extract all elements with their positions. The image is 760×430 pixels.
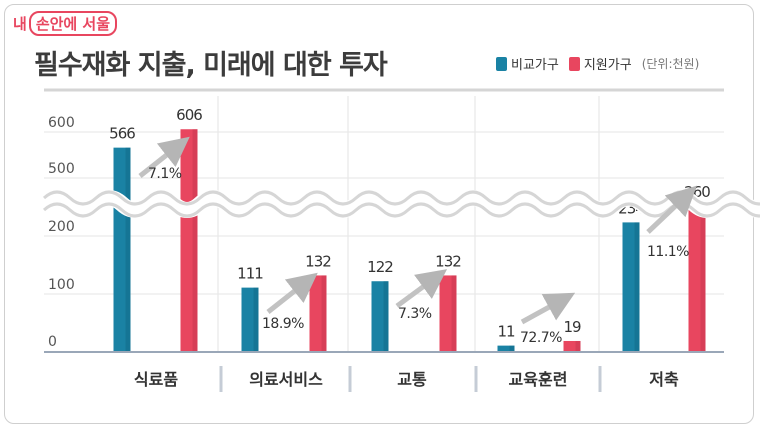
brand-part1: 내	[13, 15, 27, 33]
bar-comparison	[241, 287, 259, 352]
legend-label-comparison: 비교가구	[511, 58, 559, 73]
bar-comparison	[371, 281, 389, 352]
growth-arrow	[266, 272, 318, 314]
bar-value-label: 132	[435, 252, 461, 270]
bar-shade	[634, 222, 640, 352]
y-tick-label: 500	[48, 161, 75, 177]
growth-arrow	[395, 269, 448, 309]
legend-item-supported: 지원가구	[568, 54, 632, 73]
legend-label-supported: 지원가구	[583, 58, 632, 73]
axis-break-line-top	[42, 190, 760, 206]
growth-label: 11.1%	[647, 244, 689, 260]
bar-supported	[563, 340, 581, 352]
bar-supported	[688, 206, 706, 352]
brand-logo: 내 손안에 서울	[13, 11, 118, 36]
brand-part2: 손안에 서울	[28, 11, 118, 36]
bar-shade	[383, 281, 389, 352]
x-category-label: 식료품	[134, 370, 178, 389]
y-tick-label: 100	[48, 277, 75, 293]
axis-break-band	[38, 190, 760, 218]
x-category-label: 교통	[397, 370, 427, 389]
bar-value-label: 11	[497, 323, 515, 341]
bar-shade	[253, 287, 259, 352]
bar-shade	[700, 206, 706, 352]
bar-value-label: 132	[305, 252, 331, 270]
unit-note: (단위:천원)	[641, 57, 700, 71]
growth-arrow	[138, 136, 190, 178]
legend: 비교가구 지원가구 (단위:천원)	[496, 54, 699, 73]
y-tick-label: 200	[48, 219, 75, 235]
bar-shade	[451, 275, 457, 352]
bar-value-label: 566	[109, 125, 135, 143]
x-category-label: 저축	[649, 370, 679, 389]
bar-value-label: 122	[367, 258, 393, 276]
bar-shade	[321, 275, 327, 352]
bar-shade	[125, 147, 131, 352]
bar-shade	[509, 345, 515, 352]
growth-arrow	[646, 185, 697, 234]
bar-comparison	[622, 222, 640, 352]
y-tick-label: 0	[48, 334, 57, 350]
growth-arrow	[520, 292, 576, 325]
axis-break-line-bottom	[42, 202, 760, 218]
growth-label: 7.1%	[148, 166, 182, 182]
bar-shade	[192, 129, 198, 352]
bar-value-label: 19	[563, 318, 581, 336]
legend-swatch-supported	[568, 56, 580, 71]
chart-title: 필수재화 지출, 미래에 대한 투자	[34, 50, 388, 81]
growth-label: 18.9%	[262, 316, 304, 332]
bar-shade	[575, 340, 581, 352]
x-category-label: 의료서비스	[249, 370, 323, 389]
legend-swatch-comparison	[496, 56, 507, 71]
bar-comparison	[497, 345, 515, 352]
growth-label: 72.7%	[520, 330, 562, 346]
y-tick-label: 600	[48, 115, 75, 131]
bar-supported	[180, 129, 198, 352]
growth-label: 7.3%	[398, 306, 432, 322]
legend-item-comparison: 비교가구	[496, 54, 559, 73]
bar-value-label: 606	[176, 106, 202, 124]
x-category-label: 교육훈련	[509, 370, 568, 389]
bar-value-label: 111	[237, 265, 263, 283]
